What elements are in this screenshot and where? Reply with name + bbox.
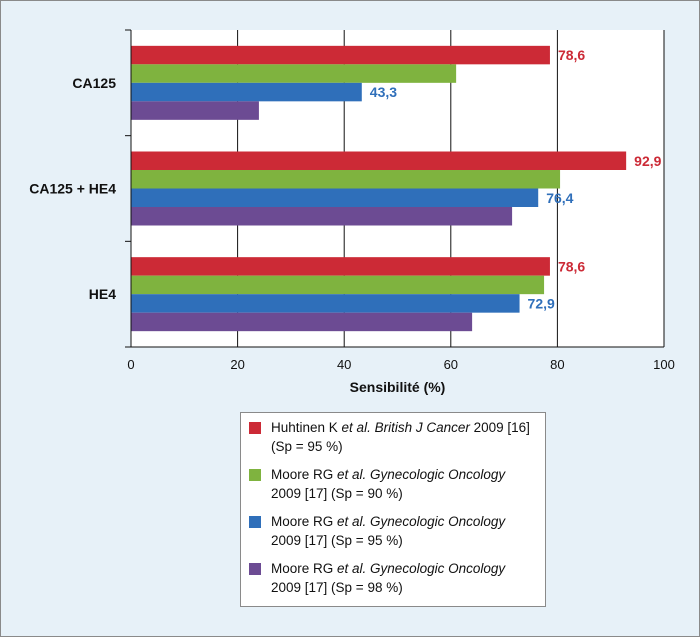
tick-label: 20: [230, 357, 244, 372]
legend-text-italic: et al. Gynecologic Oncology: [337, 514, 506, 529]
data-label: 72,9: [528, 295, 555, 311]
category-label: CA125: [72, 75, 116, 91]
legend-text-part: 2009 [16] (Sp = 95 %): [271, 420, 530, 454]
bar: [131, 275, 545, 295]
legend-swatch: [249, 563, 261, 575]
bar: [131, 64, 457, 83]
bar: [131, 312, 473, 332]
legend-item-huhtinen-sp95: Huhtinen K et al. British J Cancer 2009 …: [249, 418, 537, 465]
tick-label: 60: [444, 357, 458, 372]
bar: [131, 257, 550, 276]
legend-text-part: Huhtinen K: [271, 420, 342, 435]
legend-text: Moore RG et al. Gynecologic Oncology 200…: [271, 512, 537, 550]
legend-text-italic: et al. Gynecologic Oncology: [337, 467, 506, 482]
bar: [131, 151, 627, 170]
legend-item-moore-sp95: Moore RG et al. Gynecologic Oncology 200…: [249, 512, 537, 559]
legend-text-part: 2009 [17] (Sp = 98 %): [271, 580, 403, 595]
x-axis-label: Sensibilité (%): [350, 379, 446, 395]
legend-text-part: Moore RG: [271, 561, 338, 576]
tick-label: 40: [337, 357, 351, 372]
legend-text-part: Moore RG: [271, 514, 338, 529]
data-label: 76,4: [546, 190, 573, 206]
legend-swatch: [249, 422, 261, 434]
bar-chart: 78,6 43,3 CA125 92,9 76,4 CA125 + HE4 78,6 72,9…: [29, 29, 675, 395]
legend-text: Moore RG et al. Gynecologic Oncology 200…: [271, 559, 537, 597]
bar: [131, 82, 362, 102]
category-label: HE4: [89, 286, 116, 302]
legend-text-part: Moore RG: [271, 467, 338, 482]
bar: [131, 294, 520, 313]
category-label: CA125 + HE4: [29, 181, 116, 197]
legend-item-moore-sp98: Moore RG et al. Gynecologic Oncology 200…: [249, 559, 537, 606]
data-label: 78,6: [558, 258, 585, 274]
legend-text: Huhtinen K et al. British J Cancer 2009 …: [271, 418, 537, 456]
legend-swatch: [249, 516, 261, 528]
legend-text-italic: et al. Gynecologic Oncology: [337, 561, 506, 576]
data-label: 43,3: [370, 84, 397, 100]
data-label: 92,9: [634, 153, 661, 169]
bar: [131, 170, 561, 189]
bar: [131, 188, 539, 207]
bar: [131, 207, 513, 226]
legend-item-moore-sp90: Moore RG et al. Gynecologic Oncology 200…: [249, 465, 537, 512]
tick-label: 100: [653, 357, 675, 372]
legend-text: Moore RG et al. Gynecologic Oncology 200…: [271, 465, 537, 503]
bar: [131, 45, 550, 65]
tick-label: 80: [550, 357, 564, 372]
legend-text-italic: et al. British J Cancer: [341, 420, 470, 435]
legend-swatch: [249, 469, 261, 481]
legend-text-part: 2009 [17] (Sp = 90 %): [271, 486, 403, 501]
tick-label: 0: [127, 357, 134, 372]
legend: Huhtinen K et al. British J Cancer 2009 …: [240, 412, 546, 607]
bar: [131, 101, 259, 120]
data-label: 78,6: [558, 47, 585, 63]
legend-text-part: 2009 [17] (Sp = 95 %): [271, 533, 403, 548]
